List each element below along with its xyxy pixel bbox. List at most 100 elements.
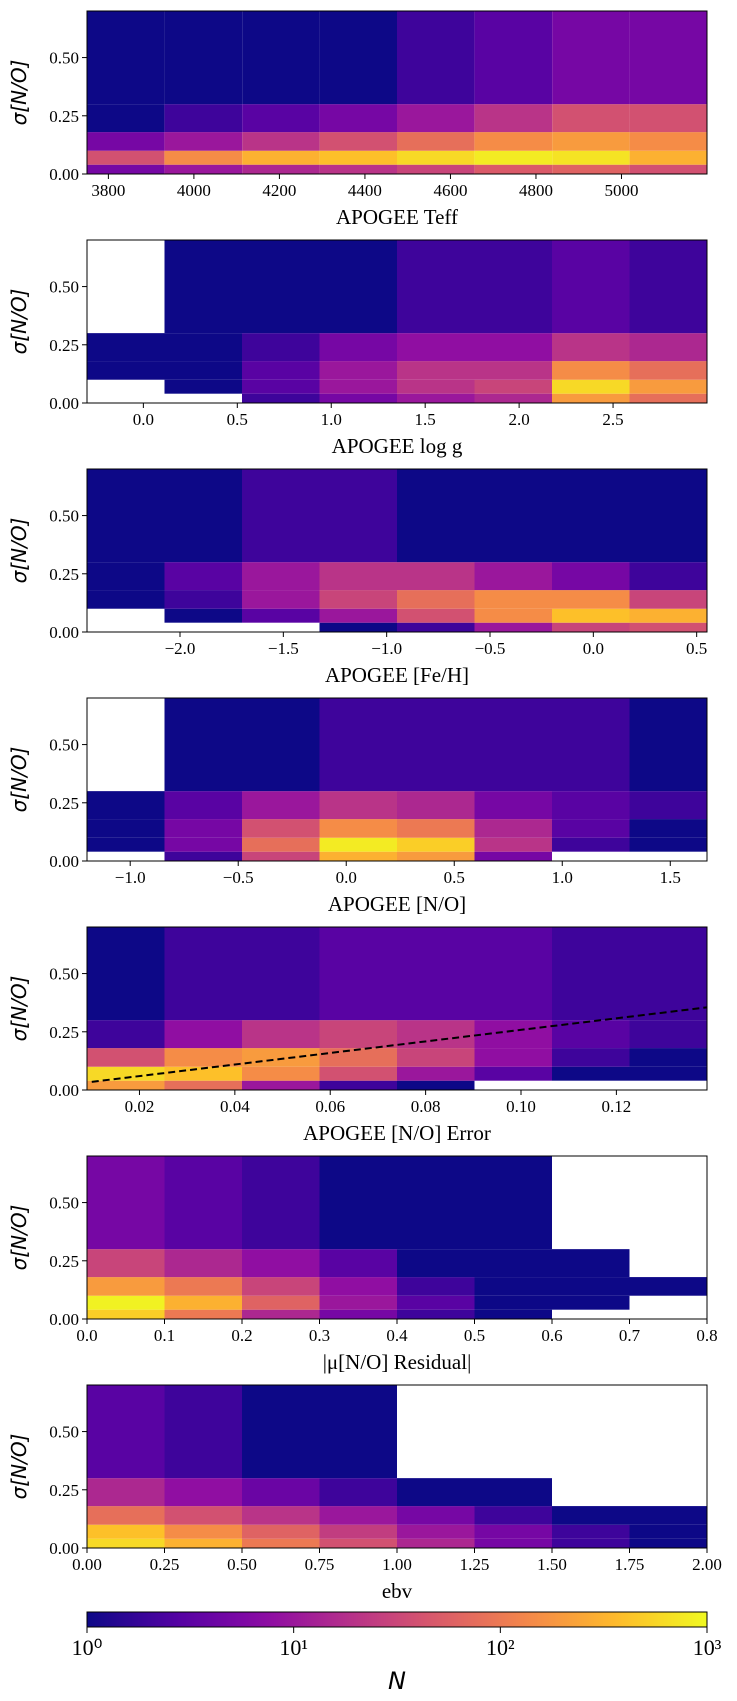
heat-cell — [629, 1066, 707, 1081]
heat-cell — [242, 11, 320, 105]
heat-cell — [319, 927, 397, 1021]
x-tick-label: 0.50 — [227, 1555, 257, 1574]
axes-frame — [86, 10, 708, 175]
heat-cell — [242, 132, 320, 151]
heat-cell — [474, 240, 552, 334]
panel: −2.0 −1.5 −1.0 −0.5 0.0 0.5 0.00 0.25 0.50 APOGEE… — [7, 468, 708, 687]
heat-cell — [474, 837, 552, 852]
heat-cell — [629, 1524, 707, 1539]
heat-cell — [474, 562, 552, 591]
heat-cell — [474, 698, 552, 792]
x-tick-label: 0.0 — [76, 1326, 97, 1345]
heat-cell — [397, 837, 475, 852]
heat-cell — [164, 240, 242, 334]
heat-cell — [552, 1506, 630, 1525]
heat-cell — [87, 361, 165, 380]
heat-cell — [397, 562, 475, 591]
heat-cell — [397, 333, 475, 362]
heat-cell — [629, 1538, 707, 1548]
heat-cell — [474, 608, 552, 623]
panel: 0.0 0.5 1.0 1.5 2.0 2.5 0.00 0.25 0.50 APOGEE log… — [7, 239, 708, 458]
x-tick-label: 0.5 — [464, 1326, 485, 1345]
y-tick-label: 0.50 — [49, 507, 79, 526]
x-axis-label: APOGEE log g — [332, 434, 463, 458]
heat-cell — [629, 150, 707, 165]
heat-cell — [397, 11, 475, 105]
colorbar-gradient — [86, 1611, 708, 1628]
heat-cell — [319, 1277, 397, 1296]
y-tick-label: 0.50 — [49, 1194, 79, 1213]
heat-cell — [242, 469, 320, 563]
heat-cell — [164, 1249, 242, 1278]
heat-cell — [552, 927, 630, 1021]
y-tick-label: 0.00 — [49, 1081, 79, 1100]
heat-cell — [164, 11, 243, 105]
heat-cell — [552, 164, 630, 174]
heat-cell — [629, 590, 707, 609]
y-axis-label: σ[N/O] — [7, 1205, 31, 1271]
axes-frame — [86, 468, 708, 633]
heat-cell — [474, 104, 553, 133]
x-tick-label: 0.0 — [583, 639, 604, 658]
heat-cell — [629, 11, 707, 105]
heat-cell — [629, 837, 707, 852]
heat-cell — [474, 1478, 552, 1507]
heat-cell — [629, 164, 707, 174]
heat-cell — [629, 379, 707, 394]
heat-cell — [319, 333, 397, 362]
heat-cell — [87, 1156, 165, 1250]
heat-cell — [87, 333, 165, 362]
heat-cell — [164, 164, 243, 174]
heat-cell — [242, 1295, 320, 1310]
heat-cell — [629, 562, 707, 591]
heat-cell — [552, 698, 630, 792]
heat-cell — [319, 791, 397, 820]
heat-cell — [552, 104, 630, 133]
axes-frame — [86, 926, 708, 1091]
heat-cell — [87, 1048, 165, 1067]
x-tick-label: 0.75 — [305, 1555, 335, 1574]
x-tick-label: 0.04 — [220, 1097, 250, 1116]
heat-cell — [629, 927, 707, 1021]
heat-cell — [319, 1066, 397, 1081]
heat-cell — [242, 1080, 320, 1090]
y-tick-label: 0.00 — [49, 623, 79, 642]
axes-frame — [86, 697, 708, 862]
x-tick-label: 1.0 — [552, 868, 573, 887]
heat-cell — [474, 622, 552, 632]
y-axis-label: σ[N/O] — [7, 1434, 31, 1500]
heat-cell — [397, 1524, 475, 1539]
heat-cell — [552, 1249, 630, 1278]
heat-cell — [397, 1506, 475, 1525]
heat-cell — [552, 379, 630, 394]
x-tick-label: 0.1 — [154, 1326, 175, 1345]
heat-cell — [629, 132, 707, 151]
x-tick-label: 0.08 — [411, 1097, 441, 1116]
heat-cell — [319, 1506, 397, 1525]
heat-cell — [242, 150, 320, 165]
y-axis-label: σ[N/O] — [7, 60, 31, 126]
x-tick-label: −1.5 — [268, 639, 299, 658]
heat-cell — [629, 622, 707, 632]
heat-cell — [242, 240, 320, 334]
heat-cell — [164, 851, 242, 861]
heat-cell — [164, 837, 242, 852]
panel: −1.0 −0.5 0.0 0.5 1.0 1.5 0.00 0.25 0.50 APOGEE [… — [7, 697, 708, 916]
fit-line — [91, 1006, 708, 1083]
x-axis-label: APOGEE [N/O] — [328, 892, 466, 916]
heat-cell — [397, 608, 475, 623]
heat-cell — [87, 590, 165, 609]
heat-cell — [319, 837, 397, 852]
heat-cell — [164, 1506, 242, 1525]
heat-cell — [87, 1538, 165, 1548]
heat-cell — [552, 1538, 630, 1548]
y-axis-label: σ[N/O] — [7, 747, 31, 813]
heat-cell — [629, 104, 707, 133]
colorbar-tick-label: 10⁰ — [72, 1635, 103, 1660]
x-tick-label: 4200 — [262, 181, 296, 200]
x-tick-label: 1.50 — [537, 1555, 567, 1574]
heat-cell — [242, 819, 320, 838]
heat-cell — [164, 1080, 242, 1090]
y-tick-label: 0.25 — [49, 1023, 79, 1042]
heat-cell — [87, 1066, 165, 1081]
